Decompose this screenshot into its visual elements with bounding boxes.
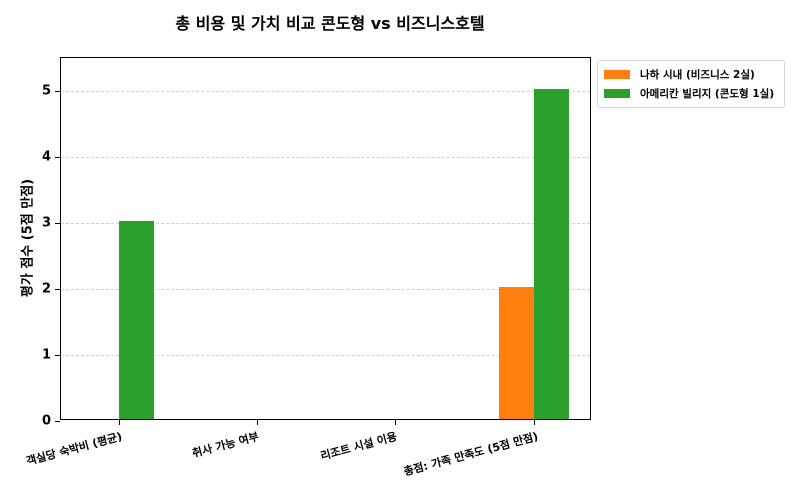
y-tick-label: 3 <box>41 215 51 231</box>
y-tick-label: 0 <box>41 413 51 429</box>
gridline <box>61 157 590 158</box>
x-tick-label: 객실당 숙박비 (평균) <box>24 429 124 469</box>
y-axis-title: 평가 점수 (5점 만점) <box>20 178 36 298</box>
y-tick-label: 4 <box>41 149 51 165</box>
x-tick <box>257 420 258 425</box>
gridline <box>61 355 590 356</box>
y-tick <box>55 223 60 224</box>
legend-swatch-green <box>604 89 630 98</box>
x-tick-label: 리조트 시설 이용 <box>319 429 399 463</box>
y-tick <box>55 289 60 290</box>
gridline <box>61 223 590 224</box>
legend-swatch-orange <box>604 70 630 79</box>
y-tick-label: 2 <box>41 281 51 297</box>
y-tick-label: 5 <box>41 83 51 99</box>
chart-title: 총 비용 및 가치 비교 콘도형 vs 비즈니스호텔 <box>175 14 485 33</box>
bar <box>119 221 154 419</box>
legend-item-business: 나하 시내 (비즈니스 2실) <box>604 65 778 84</box>
y-tick <box>55 157 60 158</box>
x-tick <box>395 420 396 425</box>
bar <box>534 89 569 419</box>
x-tick <box>119 420 120 425</box>
gridline <box>61 91 590 92</box>
legend-item-condo: 아메리칸 빌리지 (콘도형 1실) <box>604 84 778 103</box>
x-tick-label: 총점: 가족 만족도 (5점 만점) <box>402 429 540 479</box>
x-tick <box>534 420 535 425</box>
y-tick-label: 1 <box>41 347 51 363</box>
y-tick <box>55 421 60 422</box>
y-tick <box>55 355 60 356</box>
x-tick-label: 취사 가능 여부 <box>190 429 261 461</box>
bar <box>499 287 534 419</box>
legend-label: 나하 시내 (비즈니스 2실) <box>640 69 755 81</box>
gridline <box>61 289 590 290</box>
legend-label: 아메리칸 빌리지 (콘도형 1실) <box>640 88 775 100</box>
legend: 나하 시내 (비즈니스 2실) 아메리칸 빌리지 (콘도형 1실) <box>597 60 785 108</box>
y-tick <box>55 91 60 92</box>
plot-area: 0 1 2 3 4 5 <box>42 57 591 429</box>
